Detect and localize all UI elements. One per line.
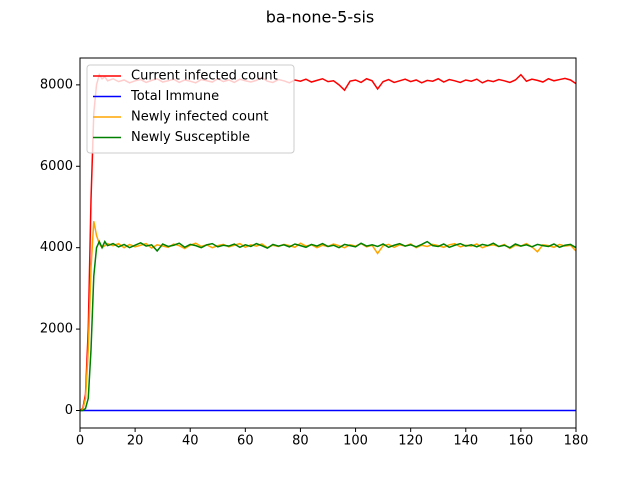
legend-label: Total Immune [130,89,219,104]
y-tick-label: 0 [65,403,73,418]
x-tick-label: 60 [237,434,254,449]
x-tick-label: 180 [564,434,589,449]
x-tick-label: 140 [453,434,478,449]
x-tick-label: 0 [76,434,84,449]
legend-label: Current infected count [131,69,278,84]
chart-title: ba-none-5-sis [266,8,375,27]
x-tick-label: 20 [127,434,144,449]
legend-box [86,64,295,154]
legend-label: Newly infected count [131,110,269,125]
y-tick-label: 6000 [40,159,73,174]
x-tick-label: 40 [182,434,199,449]
y-tick-label: 4000 [40,240,73,255]
legend-label: Newly Susceptible [131,130,250,145]
plot-frame [79,57,577,429]
x-tick-label: 100 [343,434,368,449]
x-tick-label: 120 [398,434,423,449]
series-line [80,239,576,412]
x-tick-label: 160 [508,434,533,449]
x-tick-label: 80 [292,434,309,449]
y-tick-label: 2000 [40,322,73,337]
y-tick-label: 8000 [40,77,73,92]
